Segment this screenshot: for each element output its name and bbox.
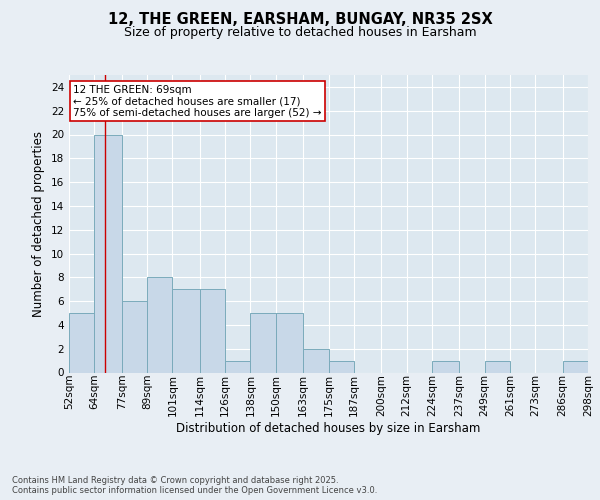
Text: 12 THE GREEN: 69sqm
← 25% of detached houses are smaller (17)
75% of semi-detach: 12 THE GREEN: 69sqm ← 25% of detached ho… xyxy=(73,84,322,117)
Y-axis label: Number of detached properties: Number of detached properties xyxy=(32,130,46,317)
Bar xyxy=(200,289,225,372)
Bar xyxy=(225,360,250,372)
Bar xyxy=(94,134,122,372)
Bar xyxy=(303,348,329,372)
Bar xyxy=(250,313,276,372)
Bar xyxy=(69,313,94,372)
Text: 12, THE GREEN, EARSHAM, BUNGAY, NR35 2SX: 12, THE GREEN, EARSHAM, BUNGAY, NR35 2SX xyxy=(107,12,493,28)
Text: Contains HM Land Registry data © Crown copyright and database right 2025.
Contai: Contains HM Land Registry data © Crown c… xyxy=(12,476,377,495)
Bar xyxy=(563,360,588,372)
Text: Size of property relative to detached houses in Earsham: Size of property relative to detached ho… xyxy=(124,26,476,39)
X-axis label: Distribution of detached houses by size in Earsham: Distribution of detached houses by size … xyxy=(176,422,481,434)
Bar xyxy=(122,301,147,372)
Bar xyxy=(276,313,303,372)
Bar xyxy=(485,360,510,372)
Bar xyxy=(329,360,354,372)
Bar xyxy=(147,278,172,372)
Bar xyxy=(432,360,460,372)
Bar xyxy=(172,289,200,372)
